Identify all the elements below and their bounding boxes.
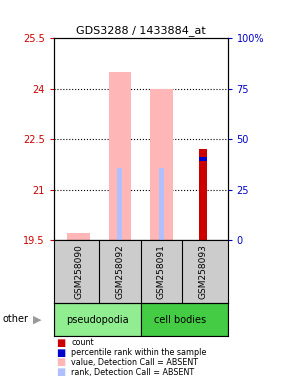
Text: value, Detection Call = ABSENT: value, Detection Call = ABSENT <box>71 358 198 367</box>
Bar <box>199 157 206 161</box>
Bar <box>67 233 90 240</box>
Bar <box>159 168 164 240</box>
Bar <box>117 168 122 240</box>
Text: ■: ■ <box>57 367 66 377</box>
Text: GSM258093: GSM258093 <box>198 244 207 299</box>
Bar <box>141 303 228 336</box>
Text: ■: ■ <box>57 358 66 367</box>
Title: GDS3288 / 1433884_at: GDS3288 / 1433884_at <box>76 25 206 36</box>
Text: count: count <box>71 338 94 347</box>
Text: GSM258091: GSM258091 <box>157 244 166 299</box>
Text: cell bodies: cell bodies <box>154 314 206 325</box>
Text: other: other <box>3 314 29 324</box>
Text: pseudopodia: pseudopodia <box>66 314 128 325</box>
Text: GSM258092: GSM258092 <box>115 244 124 299</box>
Text: GSM258090: GSM258090 <box>74 244 83 299</box>
Bar <box>199 149 206 240</box>
Text: ▶: ▶ <box>33 314 42 324</box>
Text: ■: ■ <box>57 348 66 358</box>
Text: percentile rank within the sample: percentile rank within the sample <box>71 348 206 357</box>
Bar <box>108 72 131 240</box>
Text: rank, Detection Call = ABSENT: rank, Detection Call = ABSENT <box>71 368 194 377</box>
Text: ■: ■ <box>57 338 66 348</box>
Bar <box>54 303 141 336</box>
Bar <box>150 89 173 240</box>
